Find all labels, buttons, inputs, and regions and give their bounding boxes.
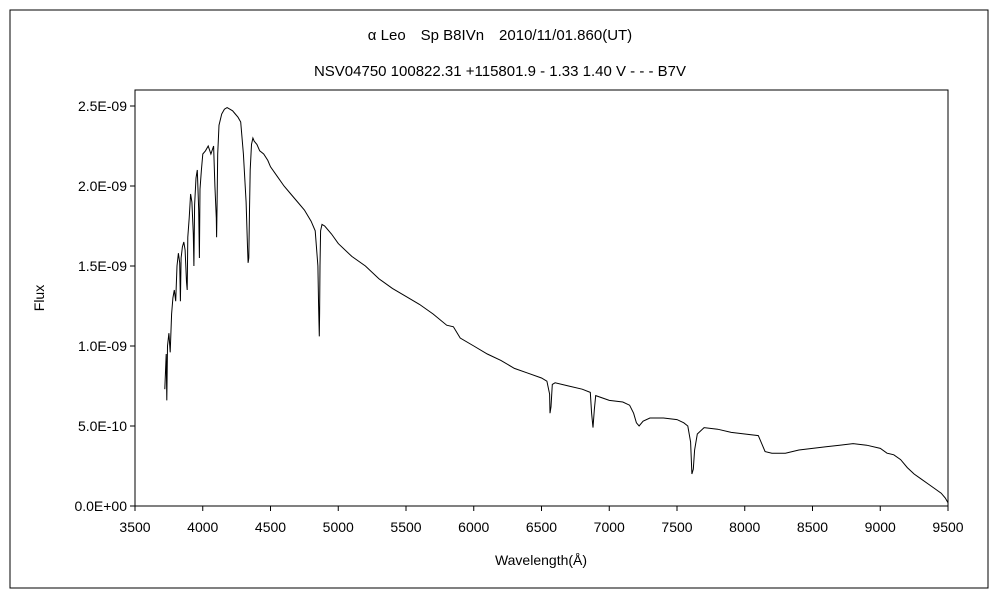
y-tick-label: 5.0E-10 bbox=[78, 418, 127, 434]
x-tick-label: 5500 bbox=[390, 519, 421, 535]
spectrum-series-line bbox=[164, 107, 949, 504]
y-tick-label: 0.0E+00 bbox=[74, 498, 127, 514]
y-tick-label: 2.5E-09 bbox=[78, 98, 127, 114]
y-axis-label: Flux bbox=[31, 285, 47, 311]
chart-subtitle: NSV04750 100822.31 +115801.9 - 1.33 1.40… bbox=[314, 63, 686, 80]
chart-title: α Leo Sp B8IVn 2010/11/01.860(UT) bbox=[368, 27, 632, 44]
y-tick-label: 2.0E-09 bbox=[78, 178, 127, 194]
x-tick-label: 9000 bbox=[865, 519, 896, 535]
chart-border bbox=[9, 9, 989, 589]
x-tick-label: 4000 bbox=[187, 519, 218, 535]
y-axis: 0.0E+00 5.0E-10 1.0E-09 1.5E-09 2.0E-09 2.5E-… bbox=[74, 98, 135, 514]
x-tick-label: 8500 bbox=[797, 519, 828, 535]
x-axis: 3500 4000 4500 5000 5500 6000 6500 7000 7500 8000… bbox=[119, 506, 964, 535]
x-tick-label: 4500 bbox=[255, 519, 286, 535]
x-tick-label: 5000 bbox=[323, 519, 354, 535]
y-tick-label: 1.5E-09 bbox=[78, 258, 127, 274]
x-tick-label: 7000 bbox=[594, 519, 625, 535]
x-tick-label: 8000 bbox=[729, 519, 760, 535]
x-tick-label: 6000 bbox=[458, 519, 489, 535]
x-tick-label: 9500 bbox=[932, 519, 963, 535]
x-axis-label: Wavelength(Å) bbox=[495, 552, 587, 568]
y-tick-label: 1.0E-09 bbox=[78, 338, 127, 354]
x-tick-label: 7500 bbox=[661, 519, 692, 535]
x-tick-label: 6500 bbox=[526, 519, 557, 535]
x-tick-label: 3500 bbox=[119, 519, 150, 535]
